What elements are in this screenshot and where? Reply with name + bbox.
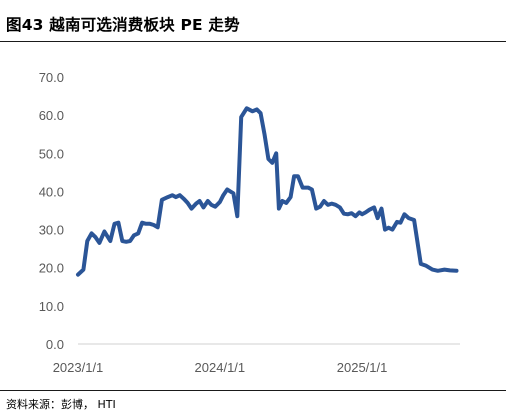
y-tick-label: 10.0 [39,299,64,314]
x-axis-ticks: 2023/1/1 2024/1/1 2025/1/1 [53,360,388,375]
y-tick-label: 70.0 [39,70,64,85]
pe-series-line [76,106,459,277]
x-tick-label: 2024/1/1 [195,360,246,375]
pe-line-chart: 0.0 10.0 20.0 30.0 40.0 50.0 60.0 70.0 2023/1/1… [39,70,460,375]
x-tick-label: 2025/1/1 [337,360,388,375]
source-divider [0,390,506,391]
chart-title: 图43 越南可选消费板块 PE 走势 [6,16,240,34]
y-tick-label: 0.0 [46,337,64,352]
y-tick-label: 50.0 [39,146,64,161]
source-note: 资料来源：彭博， HTI [6,398,116,411]
y-axis-ticks: 0.0 10.0 20.0 30.0 40.0 50.0 60.0 70.0 [39,70,64,352]
title-divider [0,41,506,42]
y-tick-label: 30.0 [39,223,64,238]
x-tick-label: 2023/1/1 [53,360,104,375]
y-tick-label: 60.0 [39,108,64,123]
y-tick-label: 20.0 [39,261,64,276]
y-tick-label: 40.0 [39,184,64,199]
